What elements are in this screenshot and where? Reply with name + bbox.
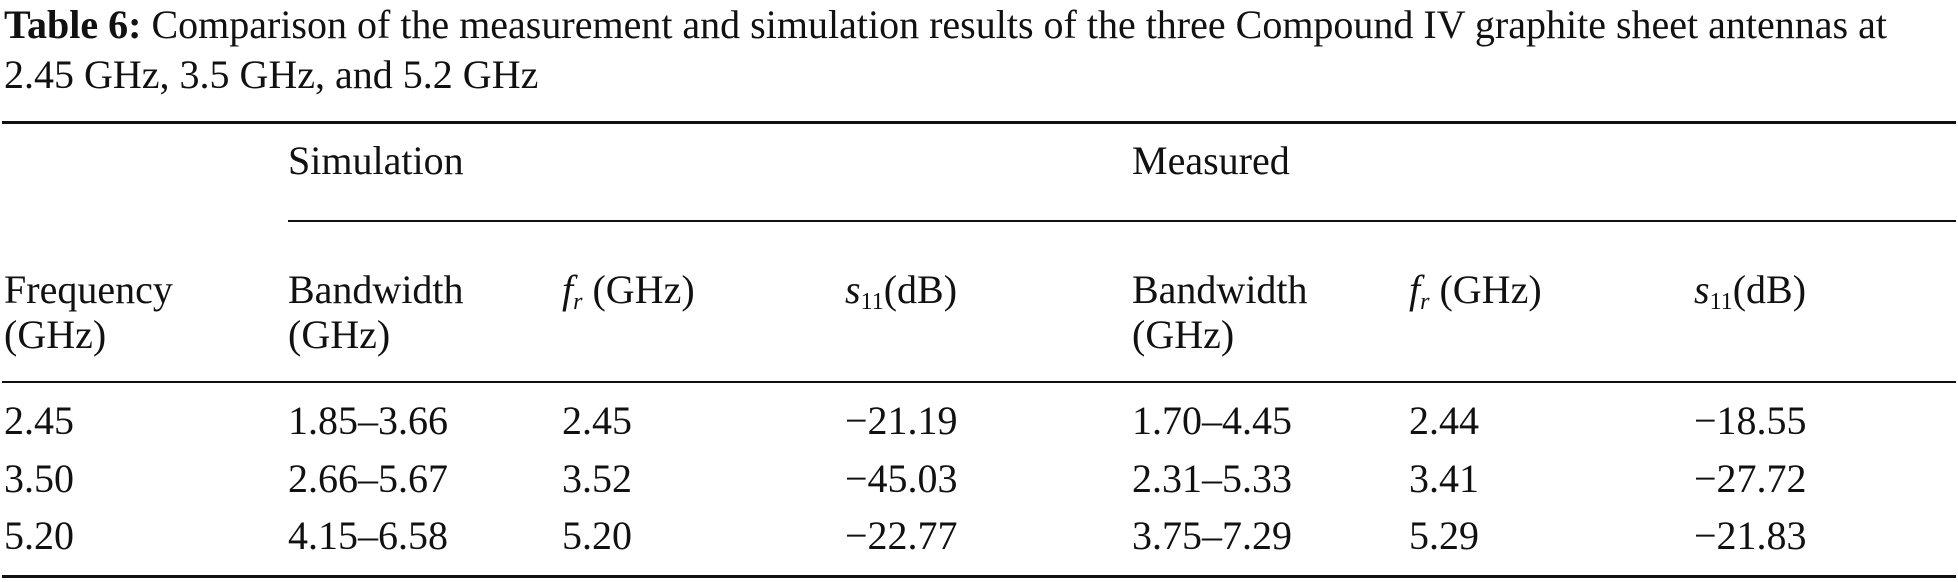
cell-sim-fr: 2.45 — [562, 398, 632, 443]
cell-frequency: 5.20 — [4, 513, 74, 558]
s11-symbol: s — [845, 267, 861, 312]
fr-unit: (GHz) — [592, 267, 695, 312]
header-meas-fr: fr (GHz) — [1409, 267, 1542, 315]
fr-unit: (GHz) — [1439, 267, 1542, 312]
header-sim-bandwidth: Bandwidth (GHz) — [288, 267, 464, 357]
header-sim-bandwidth-line1: Bandwidth — [288, 267, 464, 312]
s11-unit: (dB) — [883, 267, 958, 312]
cell-meas-s11: −18.55 — [1694, 398, 1807, 443]
fr-symbol: f — [1409, 267, 1421, 312]
cell-sim-s11: −45.03 — [845, 456, 958, 501]
header-meas-bandwidth-line1: Bandwidth — [1132, 267, 1308, 312]
caption-text: Comparison of the measurement and simula… — [4, 2, 1887, 97]
header-sim-fr: fr (GHz) — [562, 267, 695, 315]
cell-meas-bandwidth: 2.31–5.33 — [1132, 456, 1292, 501]
header-frequency-line1: Frequency — [4, 267, 173, 312]
cell-meas-s11: −27.72 — [1694, 456, 1807, 501]
s11-subscript: 11 — [1709, 289, 1733, 315]
s11-unit: (dB) — [1732, 267, 1807, 312]
group-label-measured: Measured — [1132, 138, 1290, 183]
caption-label: Table 6: — [4, 2, 142, 47]
table-caption: Table 6: Comparison of the measurement a… — [4, 0, 1954, 100]
group-label-simulation: Simulation — [288, 138, 464, 183]
header-meas-bandwidth-line2: (GHz) — [1132, 312, 1235, 357]
cell-meas-s11: −21.83 — [1694, 513, 1807, 558]
cell-meas-bandwidth: 1.70–4.45 — [1132, 398, 1292, 443]
cell-sim-s11: −22.77 — [845, 513, 958, 558]
cell-frequency: 3.50 — [4, 456, 74, 501]
cell-meas-fr: 3.41 — [1409, 456, 1479, 501]
cell-sim-fr: 5.20 — [562, 513, 632, 558]
group-header-rule — [288, 220, 1956, 222]
cell-sim-bandwidth: 2.66–5.67 — [288, 456, 448, 501]
fr-subscript: r — [573, 289, 583, 315]
cell-sim-fr: 3.52 — [562, 456, 632, 501]
header-meas-s11: s11(dB) — [1694, 267, 1807, 315]
table-top-rule — [2, 121, 1956, 124]
cell-sim-bandwidth: 4.15–6.58 — [288, 513, 448, 558]
cell-meas-bandwidth: 3.75–7.29 — [1132, 513, 1292, 558]
header-frequency-line2: (GHz) — [4, 312, 107, 357]
cell-meas-fr: 5.29 — [1409, 513, 1479, 558]
header-frequency: Frequency (GHz) — [4, 267, 173, 357]
header-bottom-rule — [2, 381, 1956, 383]
fr-subscript: r — [1420, 289, 1430, 315]
cell-meas-fr: 2.44 — [1409, 398, 1479, 443]
header-sim-bandwidth-line2: (GHz) — [288, 312, 391, 357]
fr-symbol: f — [562, 267, 574, 312]
table-bottom-rule — [2, 575, 1956, 578]
cell-sim-bandwidth: 1.85–3.66 — [288, 398, 448, 443]
header-sim-s11: s11(dB) — [845, 267, 958, 315]
header-meas-bandwidth: Bandwidth (GHz) — [1132, 267, 1308, 357]
cell-frequency: 2.45 — [4, 398, 74, 443]
cell-sim-s11: −21.19 — [845, 398, 958, 443]
s11-symbol: s — [1694, 267, 1710, 312]
s11-subscript: 11 — [860, 289, 884, 315]
